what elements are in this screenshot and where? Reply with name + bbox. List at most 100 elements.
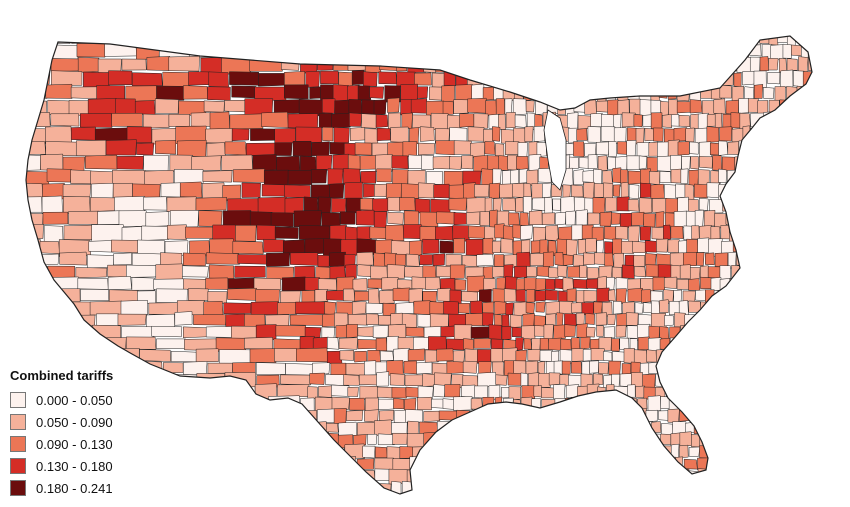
county-polygon <box>758 410 772 425</box>
county-polygon <box>222 422 253 435</box>
county-polygon <box>571 184 584 198</box>
county-polygon <box>359 385 379 400</box>
county-polygon <box>721 361 730 375</box>
county-polygon <box>204 432 225 446</box>
county-polygon <box>655 72 670 89</box>
county-polygon <box>354 480 375 494</box>
county-polygon <box>474 385 489 399</box>
county-polygon <box>710 36 723 44</box>
county-polygon <box>218 349 251 364</box>
county-polygon <box>576 36 586 45</box>
county-polygon <box>498 43 513 59</box>
county-polygon <box>449 156 463 170</box>
county-polygon <box>657 493 667 494</box>
county-polygon <box>558 226 573 242</box>
county-polygon <box>232 168 266 183</box>
county-polygon <box>290 252 319 266</box>
county-polygon <box>508 212 520 226</box>
county-polygon <box>710 170 721 185</box>
county-polygon <box>46 168 72 183</box>
county-polygon <box>620 42 633 60</box>
county-polygon <box>413 36 428 45</box>
county-polygon <box>343 288 356 302</box>
county-polygon <box>353 434 367 446</box>
county-polygon <box>333 126 350 144</box>
county-polygon <box>745 224 759 241</box>
county-polygon <box>94 337 127 352</box>
county-polygon <box>706 421 717 435</box>
county-polygon <box>789 337 801 350</box>
county-polygon <box>758 444 770 457</box>
county-polygon <box>816 411 824 422</box>
county-polygon <box>765 225 777 241</box>
county-polygon <box>772 422 785 434</box>
county-polygon <box>205 128 233 144</box>
county-polygon <box>494 301 508 315</box>
county-polygon <box>399 197 416 211</box>
county-polygon <box>613 127 627 144</box>
county-polygon <box>26 314 48 328</box>
county-polygon <box>817 374 826 387</box>
county-polygon <box>26 337 43 353</box>
county-polygon <box>388 324 407 339</box>
county-polygon <box>611 338 620 352</box>
county-polygon <box>520 224 533 241</box>
county-polygon <box>464 348 479 364</box>
county-polygon <box>806 373 812 388</box>
county-polygon <box>512 98 527 116</box>
county-polygon <box>587 397 600 411</box>
county-polygon <box>804 86 812 102</box>
county-polygon <box>63 224 93 240</box>
county-polygon <box>312 336 329 350</box>
county-polygon <box>483 277 496 291</box>
county-polygon <box>198 210 223 227</box>
county-polygon <box>510 169 519 185</box>
county-polygon <box>634 70 646 89</box>
county-polygon <box>505 111 516 129</box>
county-polygon <box>783 422 796 435</box>
county-polygon <box>718 140 729 156</box>
county-polygon <box>626 70 636 85</box>
county-polygon <box>515 289 526 302</box>
county-polygon <box>808 170 812 186</box>
county-polygon <box>68 350 97 363</box>
county-polygon <box>776 313 789 328</box>
county-polygon <box>795 470 807 484</box>
county-polygon <box>596 458 607 470</box>
county-polygon <box>45 126 73 145</box>
county-polygon <box>702 349 712 364</box>
county-polygon <box>26 277 50 291</box>
legend-item-1: 0.050 - 0.090 <box>8 411 158 433</box>
county-polygon <box>698 398 711 411</box>
county-polygon <box>683 458 698 470</box>
county-polygon <box>730 456 743 472</box>
county-polygon <box>749 36 762 46</box>
county-polygon <box>676 278 690 290</box>
county-polygon <box>774 225 788 241</box>
county-polygon <box>435 140 456 156</box>
county-polygon <box>376 127 391 141</box>
county-polygon <box>360 170 377 184</box>
county-polygon <box>424 493 437 494</box>
county-polygon <box>600 468 613 482</box>
county-polygon <box>566 239 578 257</box>
county-polygon <box>693 422 708 435</box>
county-polygon <box>737 275 751 292</box>
county-polygon <box>580 336 591 350</box>
county-polygon <box>515 337 524 351</box>
county-polygon <box>511 69 524 86</box>
county-polygon <box>520 446 531 459</box>
county-polygon <box>713 98 726 115</box>
county-polygon <box>760 128 770 142</box>
county-polygon <box>670 443 680 460</box>
county-polygon <box>487 155 501 170</box>
county-polygon <box>369 226 388 240</box>
county-polygon <box>755 361 768 374</box>
legend-label-1: 0.050 - 0.090 <box>36 414 113 430</box>
county-polygon <box>784 278 797 292</box>
county-polygon <box>743 459 754 473</box>
county-polygon <box>694 57 705 71</box>
county-polygon <box>473 338 492 349</box>
county-polygon <box>500 446 511 460</box>
county-polygon <box>569 156 579 170</box>
